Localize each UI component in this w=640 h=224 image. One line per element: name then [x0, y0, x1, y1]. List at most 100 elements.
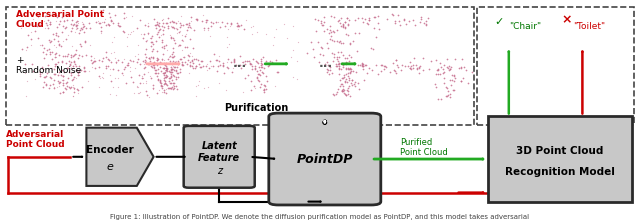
Point: [382, 17, 392, 21]
Point: [138, 32, 148, 36]
Point: [393, 14, 403, 17]
Point: [90, 59, 100, 63]
Point: [354, 87, 364, 91]
Point: [50, 72, 60, 75]
Point: [33, 15, 43, 19]
Point: [142, 94, 152, 97]
Point: [203, 26, 213, 30]
Point: [51, 31, 61, 35]
Point: [54, 80, 65, 84]
Point: [419, 69, 429, 72]
Text: +
Random Noise: + Random Noise: [16, 56, 81, 75]
Point: [152, 30, 163, 34]
Point: [140, 60, 150, 64]
Point: [58, 75, 68, 78]
Point: [342, 56, 352, 60]
Point: [165, 81, 175, 85]
Point: [133, 85, 143, 88]
Point: [319, 20, 330, 24]
Point: [408, 63, 418, 66]
Point: [337, 90, 347, 93]
Point: [145, 44, 156, 48]
Point: [371, 63, 381, 67]
Point: [346, 55, 356, 58]
Point: [456, 79, 466, 83]
Point: [118, 74, 128, 77]
Point: [326, 38, 337, 42]
Point: [205, 65, 216, 68]
Point: [61, 84, 72, 88]
Text: Figure 1: Illustration of PointDP. We denote the diffusion purification model as: Figure 1: Illustration of PointDP. We de…: [111, 213, 529, 220]
Point: [337, 64, 348, 67]
Point: [122, 63, 132, 67]
Point: [341, 72, 351, 76]
Point: [285, 55, 296, 59]
Point: [134, 92, 144, 95]
Point: [22, 33, 33, 37]
Point: [72, 71, 83, 75]
Point: [155, 65, 165, 69]
Point: [442, 94, 452, 98]
Point: [180, 45, 190, 49]
Point: [152, 75, 162, 78]
Point: [49, 73, 59, 76]
Point: [380, 64, 390, 68]
Point: [72, 20, 82, 23]
Point: [125, 75, 136, 78]
Point: [58, 83, 68, 87]
Point: [445, 92, 456, 96]
Point: [329, 39, 339, 43]
Point: [225, 24, 235, 27]
Point: [232, 23, 243, 26]
Point: [113, 21, 124, 25]
Point: [394, 19, 404, 23]
Point: [371, 36, 381, 39]
Point: [151, 40, 161, 43]
Point: [172, 65, 182, 69]
Point: [252, 73, 262, 76]
Point: [141, 81, 151, 84]
Point: [72, 19, 83, 23]
Point: [41, 74, 51, 78]
Point: [246, 88, 256, 91]
Text: Purified
Point Cloud: Purified Point Cloud: [400, 138, 448, 157]
Point: [414, 65, 424, 69]
Point: [332, 64, 342, 68]
Point: [51, 13, 61, 17]
Point: [72, 77, 82, 80]
Point: [111, 61, 122, 65]
Point: [20, 62, 30, 66]
Polygon shape: [86, 128, 154, 186]
Point: [70, 64, 81, 68]
Point: [52, 85, 62, 88]
Point: [166, 68, 176, 71]
Point: [146, 64, 156, 67]
Point: [194, 62, 204, 66]
Point: [115, 24, 125, 28]
Point: [345, 41, 355, 45]
Point: [222, 45, 232, 49]
Point: [168, 84, 179, 87]
Point: [332, 39, 342, 43]
Point: [433, 97, 443, 101]
Point: [102, 64, 113, 68]
Point: [132, 52, 143, 56]
Point: [125, 58, 135, 61]
Point: [253, 61, 264, 65]
Point: [132, 57, 143, 61]
Point: [156, 60, 166, 64]
Point: [158, 32, 168, 36]
Point: [35, 70, 45, 74]
Point: [332, 50, 342, 54]
Point: [345, 71, 355, 75]
Point: [54, 81, 65, 84]
Point: [67, 78, 77, 82]
Point: [151, 68, 161, 72]
Point: [67, 65, 77, 68]
Point: [166, 56, 177, 59]
Point: [76, 27, 86, 30]
Point: [227, 70, 237, 74]
Point: [193, 83, 204, 87]
Point: [161, 87, 172, 91]
Point: [389, 69, 399, 72]
